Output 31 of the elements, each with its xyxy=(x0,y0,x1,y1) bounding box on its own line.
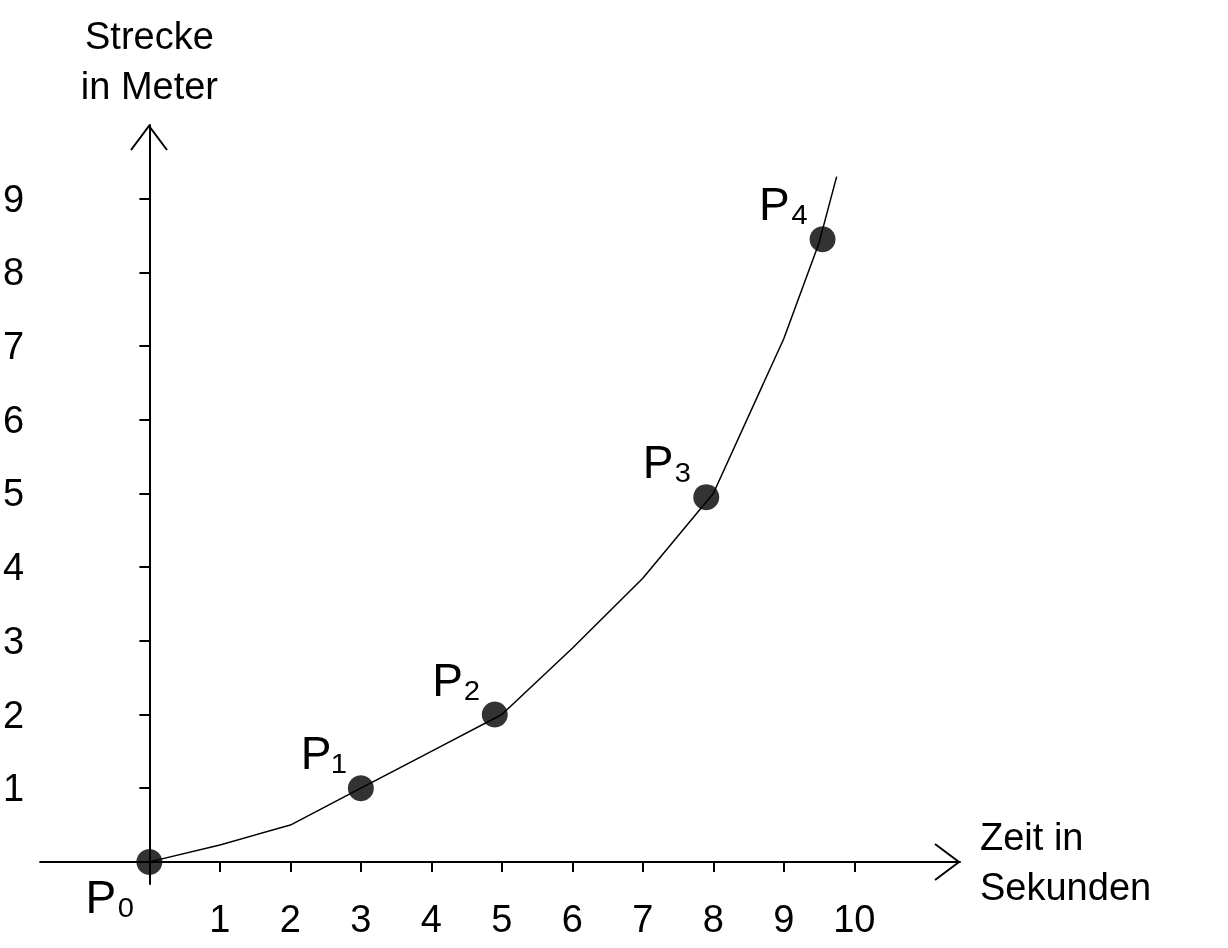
point xyxy=(809,226,836,253)
y-tick-label: 2 xyxy=(2,693,25,736)
annotation: P₃ xyxy=(642,436,693,489)
x-tick-label: 7 xyxy=(632,898,654,940)
point xyxy=(347,775,374,802)
x-tick-label: 4 xyxy=(420,898,442,940)
x-tick-label: 10 xyxy=(833,898,876,940)
annotation: P₁ xyxy=(300,727,347,780)
x-tick-label: 2 xyxy=(279,898,301,940)
point xyxy=(481,701,508,728)
annotation: P₀ xyxy=(85,870,136,923)
y-tick-label: 9 xyxy=(2,177,25,220)
x-tick-label: 5 xyxy=(491,898,513,940)
y-tick-label: 5 xyxy=(2,472,25,515)
y-tick-label: 1 xyxy=(2,767,25,810)
y-tick-label: 8 xyxy=(2,251,25,294)
x-tick-label: 8 xyxy=(702,898,724,940)
annotation: P₂ xyxy=(432,653,481,706)
x-tick-label: 1 xyxy=(209,898,231,940)
x-tick-label: 3 xyxy=(350,898,372,940)
y-axis-title: Strecke in Meter xyxy=(80,15,219,107)
y-tick-label: 7 xyxy=(2,325,25,368)
y-tick-label: 3 xyxy=(2,619,25,662)
annotation: P₄ xyxy=(759,178,809,231)
point xyxy=(136,848,163,875)
y-tick-label: 6 xyxy=(2,398,25,441)
y-tick-label: 4 xyxy=(2,546,25,589)
x-tick-label: 9 xyxy=(773,898,795,940)
x-tick-label: 6 xyxy=(561,898,583,940)
x-axis-title: Zeit in Sekunden xyxy=(980,815,1152,908)
point xyxy=(693,484,720,511)
